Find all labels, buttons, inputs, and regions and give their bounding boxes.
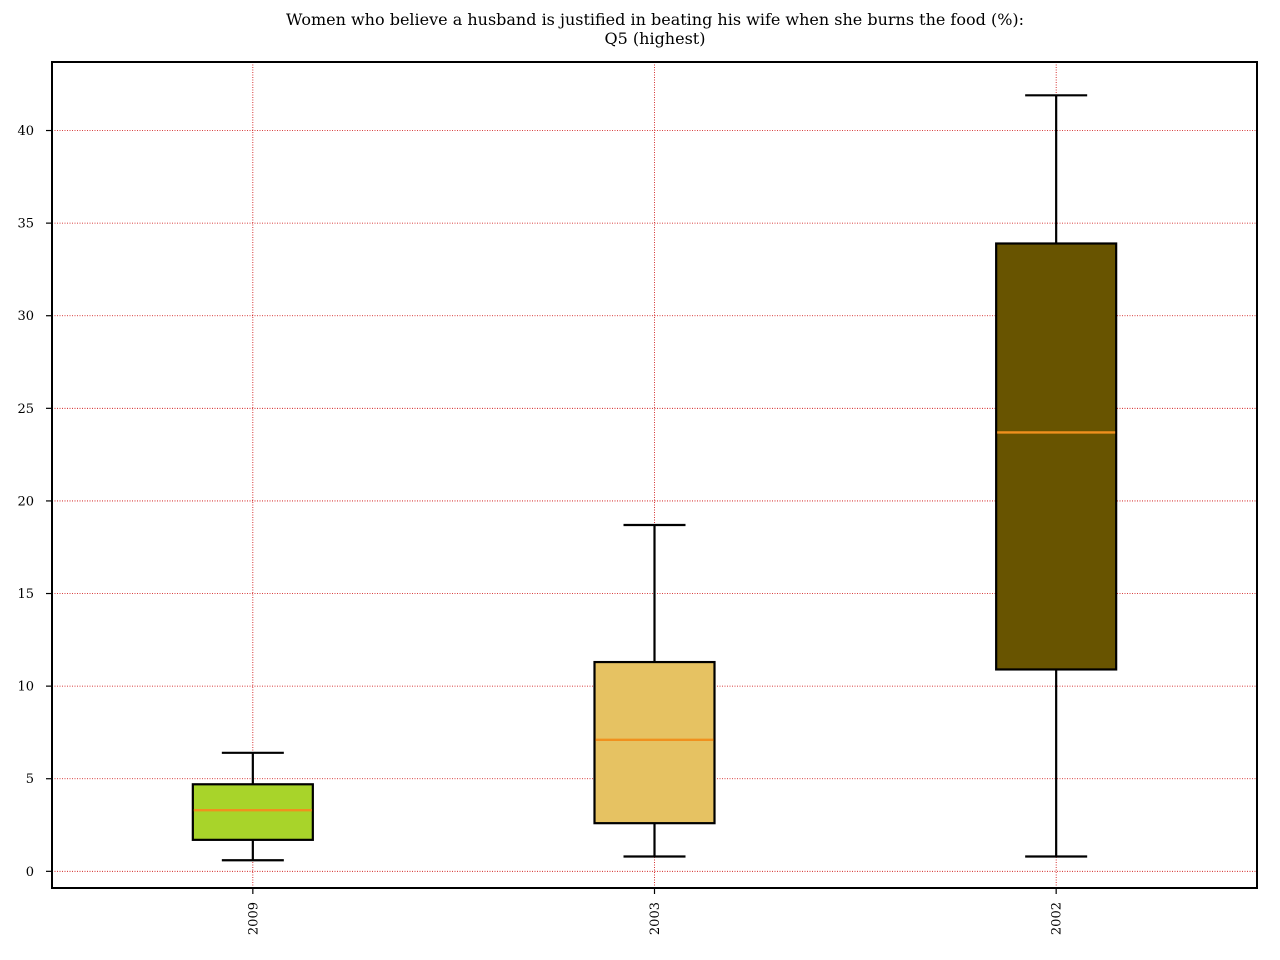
y-tick-label: 30 [17,309,34,324]
y-tick-label: 0 [26,865,34,880]
box-2003 [593,523,716,858]
y-tick-label: 5 [26,772,34,787]
y-tick-label: 15 [17,587,34,602]
x-tick-label: 2002 [1050,902,1065,935]
box-body [995,242,1118,671]
box-body [593,660,716,825]
y-tick-label: 35 [17,217,34,232]
x-axis: 2009 2003 2002 [246,888,1065,935]
box-2009 [191,751,314,862]
y-tick-label: 40 [17,124,34,139]
box-body [191,783,314,841]
y-tick-label: 20 [17,494,34,509]
chart-title-line-1: Women who believe a husband is justified… [285,10,1025,29]
box-series [191,94,1118,862]
y-tick-label: 25 [17,402,34,417]
y-tick-label: 10 [17,680,34,695]
box-2002 [995,94,1118,858]
y-axis: 0 5 10 15 20 25 30 35 40 [17,124,52,880]
chart-title: Women who believe a husband is justified… [0,10,1280,48]
x-tick-label: 2003 [648,902,663,935]
chart-title-line-2: Q5 (highest) [604,29,706,48]
x-tick-label: 2009 [246,902,261,935]
